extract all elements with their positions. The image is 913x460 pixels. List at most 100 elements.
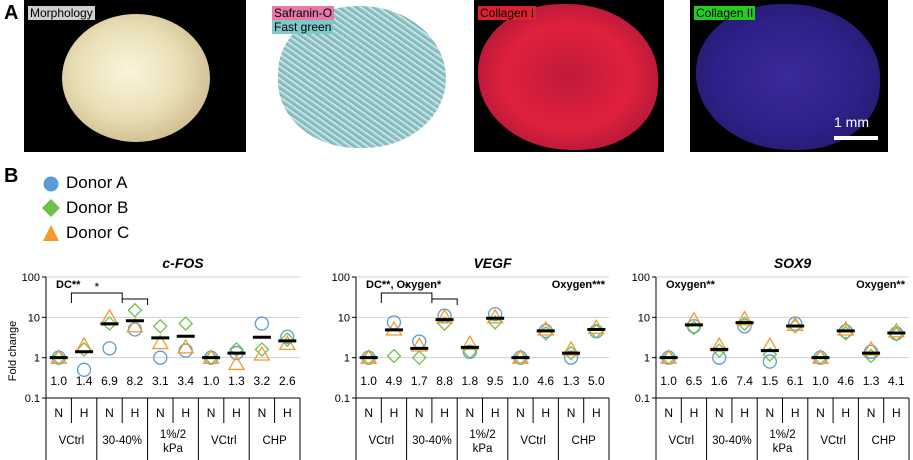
y-tick-label: 0.1	[25, 393, 40, 405]
group-label: VCtrl	[369, 435, 395, 447]
morphology-image: Morphology	[24, 0, 246, 152]
group-label: 30-40%	[412, 435, 452, 447]
x-tick-label: N	[415, 406, 424, 420]
donor-c-point	[435, 308, 454, 324]
donor-c-point	[126, 317, 144, 333]
mean-label: 1.0	[203, 374, 220, 388]
donor-c-point	[562, 340, 580, 356]
x-tick-label: N	[567, 406, 576, 420]
x-tick-label: N	[258, 406, 267, 420]
group-label-line1: 1%/2	[769, 429, 795, 441]
donor-c-point	[887, 322, 905, 338]
y-tick-label: 10	[28, 312, 40, 324]
donor-b-point	[513, 350, 528, 366]
group-label: VCtrl	[669, 435, 695, 447]
donor-c-point	[735, 310, 754, 326]
scale-bar-label: 1 mm	[834, 114, 869, 130]
donor-b-point	[437, 316, 452, 332]
donor-b-point	[76, 342, 92, 357]
donor-b-point	[254, 342, 270, 357]
donor-b-point	[127, 302, 143, 318]
stat-annotation-right: Oxygen***	[552, 279, 606, 291]
x-tick-label: N	[867, 406, 876, 420]
chart-title: c-FOS	[162, 255, 204, 271]
safranin-image: Safranin-O Fast green	[268, 0, 454, 152]
mean-label: 1.6	[711, 374, 728, 388]
donor-b-point	[178, 316, 194, 332]
x-tick-label: H	[390, 406, 399, 420]
y-tick-label: 1	[644, 353, 650, 365]
donor-a-point	[76, 362, 92, 377]
chart-title: VEGF	[473, 255, 512, 271]
x-tick-label: H	[440, 406, 449, 420]
donor-b-point	[487, 314, 503, 330]
donor-b-point	[813, 350, 828, 366]
legend: Donor A Donor B Donor C	[38, 172, 178, 248]
donor-c-point	[587, 319, 605, 334]
sig-bracket-label: *	[404, 280, 409, 294]
mean-label: 1.3	[228, 374, 245, 388]
mean-label: 6.5	[686, 374, 703, 388]
y-tick-label: 100	[332, 272, 350, 284]
donor-a-point	[280, 329, 295, 344]
x-tick-label: N	[105, 406, 114, 420]
x-tick-label: H	[892, 406, 901, 420]
legend-label-donor-c: Donor C	[66, 223, 130, 242]
group-label: VCtrl	[59, 435, 85, 447]
legend-circle-marker	[43, 176, 59, 192]
x-tick-label: H	[80, 406, 89, 420]
x-tick-label: N	[516, 406, 525, 420]
mean-label: 1.7	[411, 374, 428, 388]
donor-a-point	[563, 350, 579, 365]
mean-label: 7.4	[736, 374, 753, 388]
mean-label: 1.0	[812, 374, 829, 388]
donor-c-point	[278, 335, 296, 351]
mean-label: 3.2	[254, 374, 271, 388]
x-tick-label: H	[131, 406, 140, 420]
y-tick-label: 10	[638, 312, 650, 324]
mean-label: 4.6	[837, 374, 854, 388]
group-label-line1: 1%/2	[160, 429, 186, 441]
x-tick-label: N	[766, 406, 775, 420]
mean-label: 1.3	[863, 374, 880, 388]
y-tick-label: 1	[344, 353, 350, 365]
y-tick-label: 1	[34, 353, 40, 365]
x-tick-label: N	[664, 406, 673, 420]
mean-label: 4.6	[537, 374, 554, 388]
donor-c-point	[253, 345, 271, 361]
sig-bracket-secondary	[431, 298, 458, 305]
group-label: CHP	[262, 435, 287, 447]
donor-c-point	[461, 335, 479, 351]
donor-b-point	[279, 332, 295, 348]
legend-triangle-marker	[43, 225, 59, 241]
donor-b-point	[361, 350, 377, 366]
x-tick-label: H	[791, 406, 800, 420]
donor-c-point	[537, 320, 555, 336]
donor-a-point	[762, 354, 777, 369]
mean-label: 4.1	[888, 374, 905, 388]
x-tick-label: H	[541, 406, 550, 420]
stat-annotation: DC**, Oxygen*	[366, 279, 442, 291]
donor-c-point	[177, 338, 195, 354]
collagen2-image: Collagen II 1 mm	[690, 0, 888, 152]
donor-a-point	[127, 322, 143, 337]
sig-bracket-secondary	[122, 298, 149, 305]
x-tick-label: N	[156, 406, 165, 420]
donor-b-point	[386, 348, 402, 364]
x-tick-label: H	[690, 406, 699, 420]
sig-bracket	[380, 292, 433, 303]
scale-bar	[834, 136, 878, 140]
donor-b-point	[203, 350, 219, 366]
donor-c-point	[786, 316, 804, 332]
group-label: 30-40%	[712, 435, 752, 447]
donor-c-point	[151, 334, 169, 350]
donor-b-point	[152, 318, 168, 334]
mean-label: 4.9	[386, 374, 403, 388]
collagen2-label: Collagen II	[694, 6, 756, 20]
donor-c-point	[227, 355, 246, 371]
y-tick-label: 10	[338, 312, 350, 324]
x-tick-label: N	[715, 406, 724, 420]
mean-label: 9.5	[487, 374, 504, 388]
group-label: VCtrl	[820, 435, 846, 447]
